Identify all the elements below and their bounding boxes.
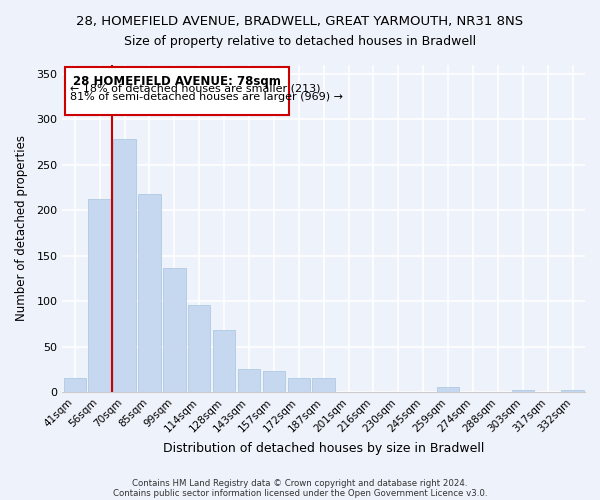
Text: 81% of semi-detached houses are larger (969) →: 81% of semi-detached houses are larger (…: [70, 92, 343, 102]
Bar: [88, 200, 111, 392]
Bar: [188, 305, 211, 392]
Text: Contains public sector information licensed under the Open Government Licence v3: Contains public sector information licen…: [113, 488, 487, 498]
Bar: [512, 390, 534, 392]
Text: Size of property relative to detached houses in Bradwell: Size of property relative to detached ho…: [124, 35, 476, 48]
Bar: [163, 268, 185, 392]
Bar: [213, 330, 235, 392]
Bar: [238, 369, 260, 392]
Bar: [65, 67, 289, 115]
Bar: [313, 378, 335, 392]
Y-axis label: Number of detached properties: Number of detached properties: [15, 136, 28, 322]
Text: Contains HM Land Registry data © Crown copyright and database right 2024.: Contains HM Land Registry data © Crown c…: [132, 478, 468, 488]
Bar: [562, 390, 584, 392]
Bar: [64, 378, 86, 392]
Text: 28, HOMEFIELD AVENUE, BRADWELL, GREAT YARMOUTH, NR31 8NS: 28, HOMEFIELD AVENUE, BRADWELL, GREAT YA…: [76, 15, 524, 28]
Text: ← 18% of detached houses are smaller (213): ← 18% of detached houses are smaller (21…: [70, 83, 320, 93]
X-axis label: Distribution of detached houses by size in Bradwell: Distribution of detached houses by size …: [163, 442, 484, 455]
Bar: [263, 371, 285, 392]
Bar: [113, 140, 136, 392]
Bar: [437, 388, 460, 392]
Text: 28 HOMEFIELD AVENUE: 78sqm: 28 HOMEFIELD AVENUE: 78sqm: [73, 75, 281, 88]
Bar: [287, 378, 310, 392]
Bar: [138, 194, 161, 392]
